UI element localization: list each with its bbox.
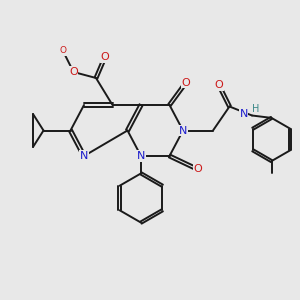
Text: N: N [179, 125, 187, 136]
Text: O: O [194, 164, 202, 175]
Text: O: O [214, 80, 224, 91]
Text: O: O [182, 77, 190, 88]
Text: H: H [252, 104, 260, 114]
Text: N: N [137, 151, 145, 161]
Text: N: N [80, 151, 88, 161]
Text: O: O [100, 52, 109, 62]
Text: O: O [59, 46, 67, 56]
Text: N: N [239, 109, 248, 119]
Text: O: O [69, 67, 78, 77]
